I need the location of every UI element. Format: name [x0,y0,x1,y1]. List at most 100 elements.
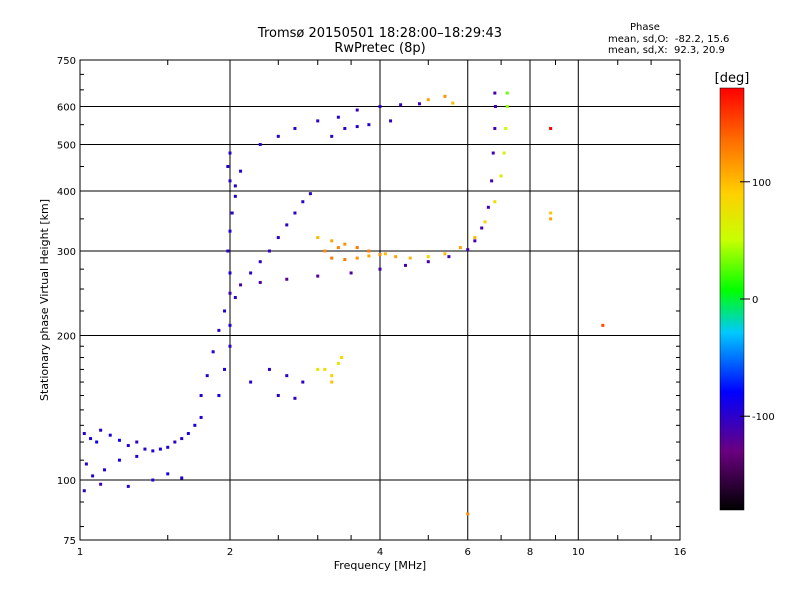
data-point-x [473,236,477,240]
data-point-o [316,274,320,278]
data-point-o [349,271,353,275]
data-point-o [403,263,407,267]
data-point-o [258,260,262,264]
data-point-o [293,126,297,130]
data-point-x [483,220,487,224]
chart-subtitle: RwPretec (8p) [334,41,426,56]
data-point-o [117,458,121,462]
data-point-o [276,134,280,138]
data-point-o [99,482,103,486]
x-tick-label: 8 [527,547,533,558]
data-point-o [226,249,230,253]
data-point-x [502,151,506,155]
data-point-o [158,447,162,451]
data-point-o [228,151,232,155]
data-point-o [228,179,232,183]
data-point-o [447,255,451,259]
chart-title: Tromsø 20150501 18:28:00–18:29:43 [257,26,503,41]
data-point-o [330,134,334,138]
data-point-o [166,472,170,476]
data-point-x [343,242,347,246]
data-point-o [316,119,320,123]
data-point-o [336,115,340,119]
data-point-o [135,454,139,458]
data-point-x [499,174,503,178]
data-point-o [490,179,494,183]
data-point-o [223,367,227,371]
data-point-o [293,211,297,215]
data-point-o [493,91,497,95]
data-point-o [135,440,139,444]
data-point-o [180,476,184,480]
data-point-x [367,254,371,258]
data-point-o [233,194,237,198]
data-point-x [316,367,320,371]
x-axis-ticks: 1 2 4 6 8 10 16 [77,60,687,558]
data-point-x [330,380,334,384]
data-point-o [180,437,184,441]
data-point-x [601,323,605,327]
data-point-x [549,211,553,215]
data-point-x [330,256,334,260]
data-point-o [186,432,190,436]
data-point-o [249,271,253,275]
data-point-o [217,328,221,332]
data-point-o [166,445,170,449]
data-point-o [276,236,280,240]
data-point-o [308,192,312,196]
data-point-o [143,447,147,451]
data-point-o [228,291,232,295]
data-point-o [301,380,305,384]
data-point-x [549,217,553,221]
legend-line-x: mean, sd,X: 92.3, 20.9 [608,45,725,56]
data-point-o [486,205,490,209]
data-point-o [276,394,280,398]
data-point-x [336,246,340,250]
data-point-o [367,123,371,127]
x-tick-label: 1 [77,547,83,558]
data-point-x [443,252,447,256]
data-point-o [355,125,359,129]
data-point-o [89,437,93,441]
data-point-x [451,101,455,105]
data-point-o [239,169,243,173]
x-tick-label: 6 [465,547,471,558]
data-point-x [367,249,371,253]
colorbar-tick-label: 100 [752,178,771,189]
data-point-x [466,512,470,516]
data-point-x [316,236,320,240]
data-point-o [491,151,495,155]
data-point-o [249,380,253,384]
data-point-x [330,239,334,243]
data-point-o [199,394,203,398]
colorbar-label: [deg] [715,71,750,86]
data-point-o [343,126,347,130]
y-axis-label: Stationary phase Virtual Height [km] [38,199,51,401]
colorbar-ticks: 100 0 -100 [740,178,775,423]
data-point-x [330,374,334,378]
data-point-o [426,260,430,264]
data-point-x [323,367,327,371]
data-point-o [226,164,230,168]
data-point-o [82,432,86,436]
data-point-o [285,374,289,378]
data-point-o [211,350,215,354]
x-tick-label: 4 [377,547,383,558]
data-point-o [378,267,382,271]
y-tick-label: 500 [57,141,76,152]
data-point-x [336,361,340,365]
data-point-x [383,252,387,256]
data-point-x [549,126,553,130]
data-point-o [399,103,403,107]
data-point-x [408,256,412,260]
x-tick-label: 10 [572,547,585,558]
x-tick-label: 16 [674,547,687,558]
data-point-x [378,253,382,257]
y-axis-ticks: 75 100 200 300 400 500 600 750 [57,56,680,547]
data-point-o [378,105,382,109]
y-tick-label: 750 [57,56,76,67]
data-point-x [426,255,430,259]
y-tick-label: 300 [57,247,76,258]
data-point-x [504,126,508,130]
